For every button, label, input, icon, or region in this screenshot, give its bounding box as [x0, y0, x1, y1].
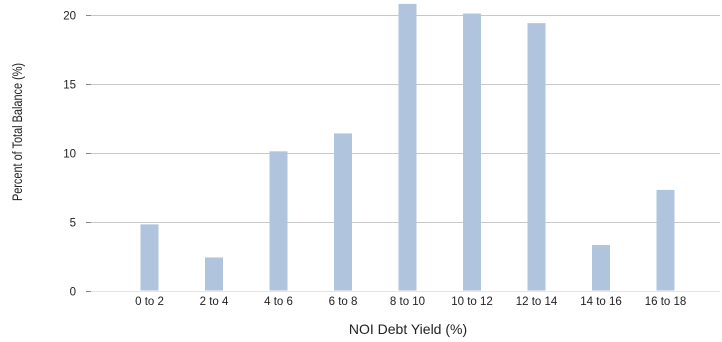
x-tick-label-4-to-6: 4 to 6 — [264, 296, 293, 308]
x-tick-label-14-to-16: 14 to 16 — [580, 296, 622, 308]
bar-4-to-6 — [270, 151, 288, 290]
y-tick-label-20: 20 — [63, 11, 76, 23]
bar-0-to-2 — [141, 224, 159, 290]
bar-8-to-10 — [399, 4, 417, 291]
x-tick-label-2-to-4: 2 to 4 — [200, 296, 229, 308]
x-tick-label-8-to-10: 8 to 10 — [390, 296, 425, 308]
y-tick-label-15: 15 — [63, 80, 76, 92]
x-tick-label-16-to-18: 16 to 18 — [645, 296, 687, 308]
x-tick-label-6-to-8: 6 to 8 — [329, 296, 358, 308]
x-tick-label-12-to-14: 12 to 14 — [516, 296, 558, 308]
bar-6-to-8 — [334, 133, 352, 290]
bar-12-to-14 — [528, 23, 546, 290]
y-axis-title: Percent of Total Balance (%) — [10, 63, 26, 201]
bar-16-to-18 — [657, 190, 675, 291]
y-tick-label-5: 5 — [70, 218, 76, 230]
y-tick-label-0: 0 — [70, 287, 76, 299]
x-axis-ticks: 0 to 2 2 to 4 4 to 6 6 to 8 8 to 10 10 to 12 1… — [135, 296, 686, 308]
y-axis-ticks: 0 5 10 15 20 — [63, 11, 91, 299]
bar-10-to-12 — [463, 14, 481, 291]
bars — [141, 4, 675, 291]
bar-14-to-16 — [592, 245, 610, 290]
x-tick-label-0-to-2: 0 to 2 — [135, 296, 164, 308]
x-axis-title: NOI Debt Yield (%) — [349, 321, 467, 337]
bar-2-to-4 — [205, 257, 223, 290]
x-tick-label-10-to-12: 10 to 12 — [451, 296, 493, 308]
y-tick-label-10: 10 — [63, 149, 76, 161]
